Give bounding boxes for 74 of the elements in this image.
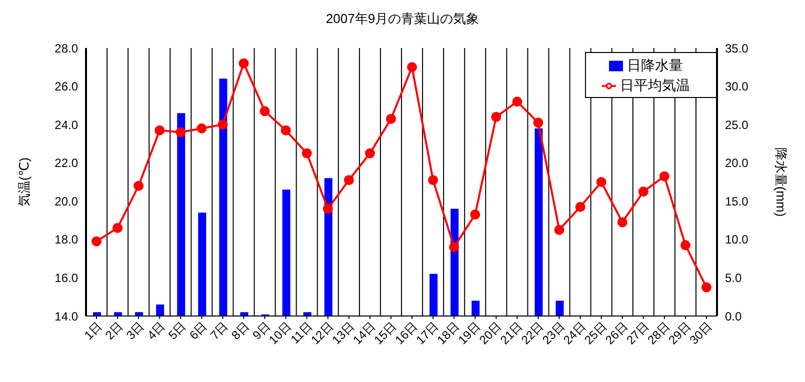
bar	[114, 312, 122, 316]
legend-label: 日降水量	[627, 57, 683, 73]
y2-tick-label: 5.0	[725, 270, 742, 285]
y2-tick-label: 30.0	[725, 80, 749, 94]
point	[701, 282, 712, 292]
point	[596, 177, 606, 187]
point	[364, 148, 375, 158]
point	[512, 96, 522, 107]
point	[92, 236, 102, 246]
point	[154, 125, 165, 136]
bar	[324, 178, 332, 316]
y-tick-label: 20.0	[54, 194, 78, 208]
point	[218, 120, 228, 130]
y2-tick-label: 15.0	[725, 194, 749, 208]
x-tick-label: 6日	[186, 319, 210, 342]
point	[176, 127, 186, 138]
point	[260, 106, 270, 116]
point	[280, 125, 291, 136]
y-tick-label: 18.0	[54, 232, 78, 247]
point	[238, 58, 249, 68]
point	[638, 186, 648, 197]
point	[407, 62, 418, 72]
point	[491, 112, 502, 122]
point	[659, 171, 670, 182]
x-tick-label: 4日	[144, 319, 168, 342]
legend-label: 日平均気温	[620, 77, 690, 93]
bar	[177, 113, 186, 316]
y2-tick-label: 20.0	[725, 156, 749, 170]
point	[617, 217, 628, 228]
x-tick-label: 1日	[82, 319, 105, 342]
y-tick-label: 14.0	[54, 309, 78, 324]
point	[302, 148, 312, 158]
bar	[219, 78, 228, 316]
x-tick-label: 8日	[228, 319, 252, 342]
y-tick-label: 28.0	[54, 41, 78, 56]
y2-tick-label: 35.0	[725, 41, 749, 56]
point	[428, 175, 438, 186]
point	[680, 240, 690, 250]
y-axis-title: 気温(℃)	[16, 157, 32, 207]
chart-title: 2007年9月の青葉山の気象	[324, 10, 480, 28]
y2-tick-label: 10.0	[725, 232, 749, 247]
bar	[430, 274, 438, 316]
point	[554, 224, 564, 235]
y-tick-label: 22.0	[54, 156, 78, 170]
point	[322, 204, 333, 214]
point	[386, 114, 396, 124]
y-tick-label: 26.0	[54, 80, 78, 94]
y2-tick-label: 25.0	[725, 118, 749, 132]
bar	[93, 312, 101, 316]
point	[575, 202, 586, 212]
point	[196, 123, 207, 134]
point	[112, 222, 123, 233]
bar	[556, 300, 564, 316]
y-tick-label: 24.0	[54, 118, 78, 132]
point	[449, 242, 460, 252]
bar	[156, 304, 164, 316]
y2-tick-label: 0.0	[725, 309, 742, 324]
bar	[303, 312, 312, 316]
point	[134, 180, 144, 191]
x-tick-label: 5日	[166, 319, 189, 342]
bar	[240, 312, 248, 316]
bar	[472, 300, 480, 316]
bar	[534, 128, 543, 316]
bar	[198, 212, 206, 316]
x-tick-label: 2日	[102, 319, 126, 342]
point	[470, 210, 480, 220]
bar	[135, 312, 144, 316]
x-tick-label: 7日	[208, 319, 231, 342]
bar	[282, 190, 290, 316]
point	[344, 175, 354, 186]
x-tick-label: 3日	[124, 319, 147, 342]
y2-axis-title: 降水量(mm)	[773, 147, 788, 217]
point	[533, 118, 544, 128]
y-tick-label: 16.0	[54, 270, 78, 285]
